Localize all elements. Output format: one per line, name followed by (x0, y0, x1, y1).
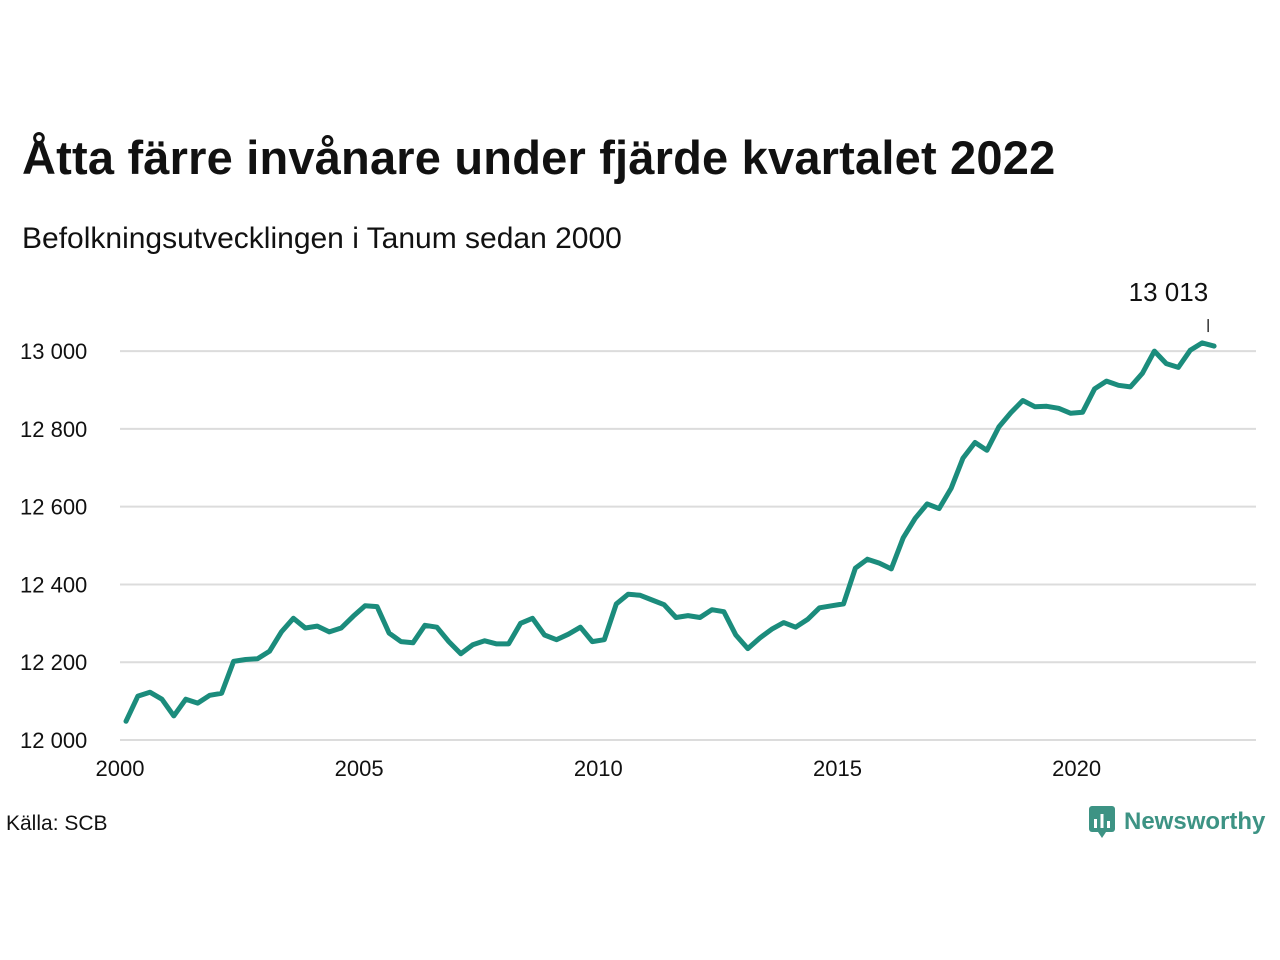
x-tick-label: 2015 (813, 756, 862, 781)
series-line (123, 340, 1217, 724)
last-value-label: 13 013 (1129, 277, 1209, 307)
y-tick-label: 12 800 (20, 417, 87, 442)
x-tick-label: 2020 (1052, 756, 1101, 781)
line-chart: 12 000 12 200 12 400 12 600 12 800 13 000 200… (20, 277, 1256, 781)
y-tick-label: 13 000 (20, 339, 87, 364)
x-tick-label: 2000 (96, 756, 145, 781)
y-tick-label: 12 200 (20, 650, 87, 675)
x-tick-label: 2010 (574, 756, 623, 781)
source-note: Källa: SCB (6, 812, 108, 835)
x-tick-label: 2005 (335, 756, 384, 781)
brand-logo[interactable]: Newsworthy (1088, 804, 1265, 840)
chart-subtitle: Befolkningsutvecklingen i Tanum sedan 20… (22, 222, 622, 255)
newsworthy-icon (1089, 806, 1115, 838)
y-axis-ticks: 12 000 12 200 12 400 12 600 12 800 13 000 (20, 339, 87, 753)
y-tick-label: 12 000 (20, 728, 87, 753)
series-layer (123, 340, 1217, 724)
y-tick-label: 12 600 (20, 495, 87, 520)
x-axis-ticks: 2000 2005 2010 2015 2020 (96, 756, 1102, 781)
chart-title: Åtta färre invånare under fjärde kvartal… (22, 131, 1056, 184)
grid-lines (120, 350, 1256, 741)
annotation-layer: 13 013 (1129, 277, 1209, 333)
brand-name: Newsworthy (1124, 808, 1266, 835)
y-tick-label: 12 400 (20, 572, 87, 597)
